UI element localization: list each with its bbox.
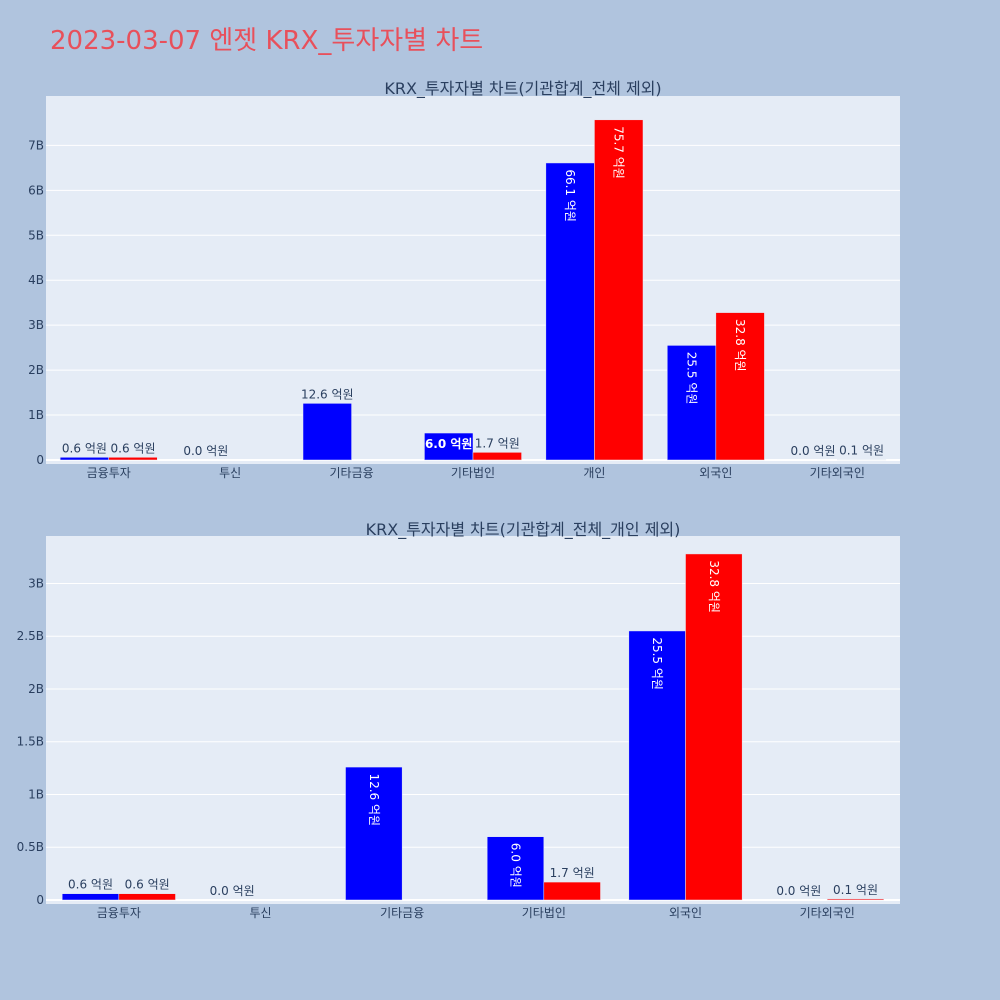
data-label: 0.6 억원 [62,441,107,455]
data-label: 1.7 억원 [550,866,595,880]
x-tick-label: 기타외국인 [810,466,865,480]
y-tick-label: 1B [28,408,44,422]
y-tick-label: 6B [28,183,44,197]
y-tick-label: 2B [28,363,44,377]
y-tick-label: 3B [28,318,44,332]
bar [108,457,158,461]
chart-2: 0 0.5B 1B 1.5B 2B 2.5B 3B KRX_투자자별 차트(기관합계_전체_개… [17,520,900,920]
data-label: 6.0 억원 [425,437,473,451]
bar [302,403,352,461]
x-tick-label: 금융투자 [87,466,131,480]
data-label: 6.0 억원 [509,843,523,888]
x-tick-label: 투신 [219,466,241,480]
bar [628,630,686,901]
data-label: 12.6 억원 [301,387,354,401]
bar [685,553,743,901]
bar [59,457,109,461]
data-label: 0.1 억원 [833,883,878,897]
y-tick-label: 4B [28,273,44,287]
x-tick-label: 기타외국인 [800,906,855,920]
data-label: 32.8 억원 [707,560,721,613]
y-tick-label: 1.5B [17,735,44,749]
data-label: 0.1 억원 [839,444,884,458]
y-tick-label: 5B [28,228,44,242]
data-label: 0.6 억원 [68,878,113,892]
y-tick-label: 2B [28,682,44,696]
y-tick-label: 1B [28,787,44,801]
x-tick-label: 기타금융 [329,466,373,480]
x-tick-label: 기타금융 [380,906,424,920]
x-tick-label: 금융투자 [97,906,141,920]
bar [667,345,717,461]
data-label: 0.0 억원 [210,884,255,898]
chart-title: KRX_투자자별 차트(기관합계_전체 제외) [384,79,661,99]
x-tick-label: 기타법인 [522,906,566,920]
y-tick-label: 2.5B [17,629,44,643]
data-label: 25.5 억원 [685,352,699,405]
chart-1: 0 1B 2B 3B 4B 5B 6B 7B KRX_투자자별 차트(기관합계_전체 제외) 금융… [28,79,900,480]
chart-title: KRX_투자자별 차트(기관합계_전체_개인 제외) [366,520,681,540]
y-tick-label: 0 [36,453,44,467]
data-label: 0.0 억원 [183,444,228,458]
data-label: 12.6 억원 [367,773,381,826]
bar [486,836,545,901]
bar [545,162,595,461]
bar [345,766,403,901]
bar [118,893,176,901]
y-tick-label: 3B [28,576,44,590]
y-tick-label: 7B [28,138,44,152]
data-label: 1.7 억원 [475,436,520,450]
bar [826,898,885,901]
y-tick-label: 0.5B [17,840,44,854]
data-label: 0.0 억원 [791,444,836,458]
bar [715,312,765,461]
bar [424,432,474,461]
data-label: 0.0 억원 [776,884,821,898]
bar [594,119,644,461]
y-tick-label: 0 [36,893,44,907]
plot-area [46,536,900,904]
x-tick-label: 외국인 [669,906,702,920]
bar [472,452,522,461]
bar [61,893,120,901]
x-tick-label: 투신 [249,906,271,920]
page-title: 2023-03-07 엔젯 KRX_투자자별 차트 [50,26,483,56]
data-label: 66.1 억원 [563,169,577,222]
data-label: 32.8 억원 [733,319,747,372]
data-label: 0.6 억원 [125,878,170,892]
data-label: 75.7 억원 [612,126,626,179]
bar [543,881,601,901]
data-label: 0.6 억원 [111,441,156,455]
data-label: 25.5 억원 [650,637,664,690]
x-tick-label: 외국인 [699,466,732,480]
x-tick-label: 개인 [583,466,605,480]
x-tick-label: 기타법인 [451,466,495,480]
